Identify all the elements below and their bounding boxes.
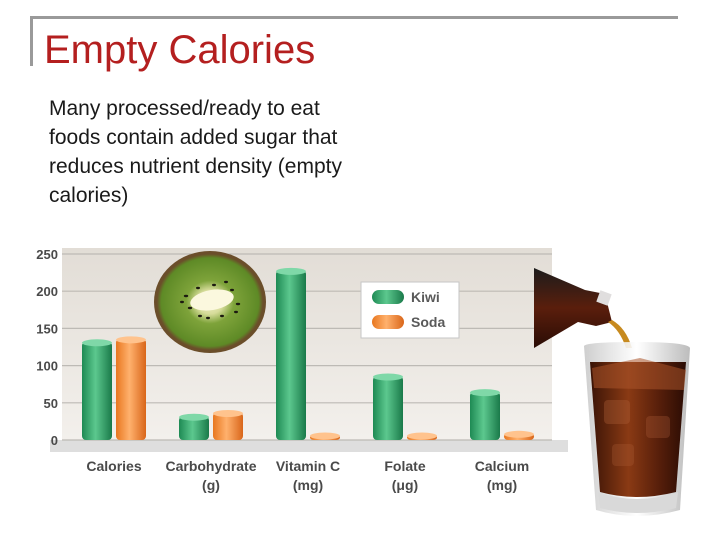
x-category-unit: (g) — [202, 477, 220, 493]
y-tick-label: 0 — [51, 433, 58, 448]
y-tick-label: 150 — [36, 321, 58, 336]
bar-kiwi-calories — [82, 341, 112, 440]
legend-label-soda: Soda — [411, 314, 445, 330]
frame-left-line — [30, 16, 33, 66]
bar-cap-soda-vitamin-c — [310, 432, 340, 440]
slide-body-text: Many processed/ready to eat foods contai… — [49, 97, 342, 207]
bar-cap-kiwi-calories — [82, 339, 112, 347]
bar-cap-soda-calories — [116, 336, 146, 344]
y-tick-label: 200 — [36, 284, 58, 299]
x-category-label: Vitamin C — [276, 458, 340, 474]
x-category-label: Calcium — [475, 458, 529, 474]
slide-title: Empty Calories — [44, 28, 316, 72]
bar-cap-kiwi-carbohydrate — [179, 413, 209, 421]
chart-floor — [50, 440, 568, 452]
bar-cap-soda-calcium — [504, 430, 534, 438]
bar-cap-kiwi-calcium — [470, 389, 500, 397]
legend-swatch-soda — [372, 315, 404, 329]
y-tick-label: 50 — [44, 396, 58, 411]
bar-cap-soda-carbohydrate — [213, 409, 243, 417]
bar-kiwi-carbohydrate — [179, 416, 209, 440]
bar-kiwi-vitamin-c — [276, 270, 306, 440]
x-category-unit: (mg) — [293, 477, 323, 493]
bar-kiwi-calcium — [470, 391, 500, 440]
y-tick-label: 250 — [36, 247, 58, 262]
x-category-label: Calories — [86, 458, 141, 474]
frame-top-line — [30, 16, 678, 19]
y-tick-label: 100 — [36, 359, 58, 374]
bar-cap-kiwi-folate — [373, 373, 403, 381]
legend-label-kiwi: Kiwi — [411, 289, 440, 305]
x-category-label: Carbohydrate — [165, 458, 256, 474]
chart-legend: Kiwi Soda — [360, 281, 460, 339]
x-category-unit: (mg) — [487, 477, 517, 493]
legend-swatch-kiwi — [372, 290, 404, 304]
bar-soda-calories — [116, 338, 146, 440]
kiwi-slice-illustration — [154, 251, 266, 353]
soda-glass-illustration — [534, 268, 690, 516]
bar-soda-carbohydrate — [213, 412, 243, 440]
x-category-label: Folate — [384, 458, 425, 474]
bar-cap-kiwi-vitamin-c — [276, 267, 306, 275]
nutrient-bar-chart: 0 50 100 150 200 250 Calories Carbohydrate (g) Vi… — [36, 247, 690, 516]
bar-cap-soda-folate — [407, 432, 437, 440]
bar-kiwi-folate — [373, 376, 403, 440]
x-category-unit: (μg) — [392, 477, 418, 493]
